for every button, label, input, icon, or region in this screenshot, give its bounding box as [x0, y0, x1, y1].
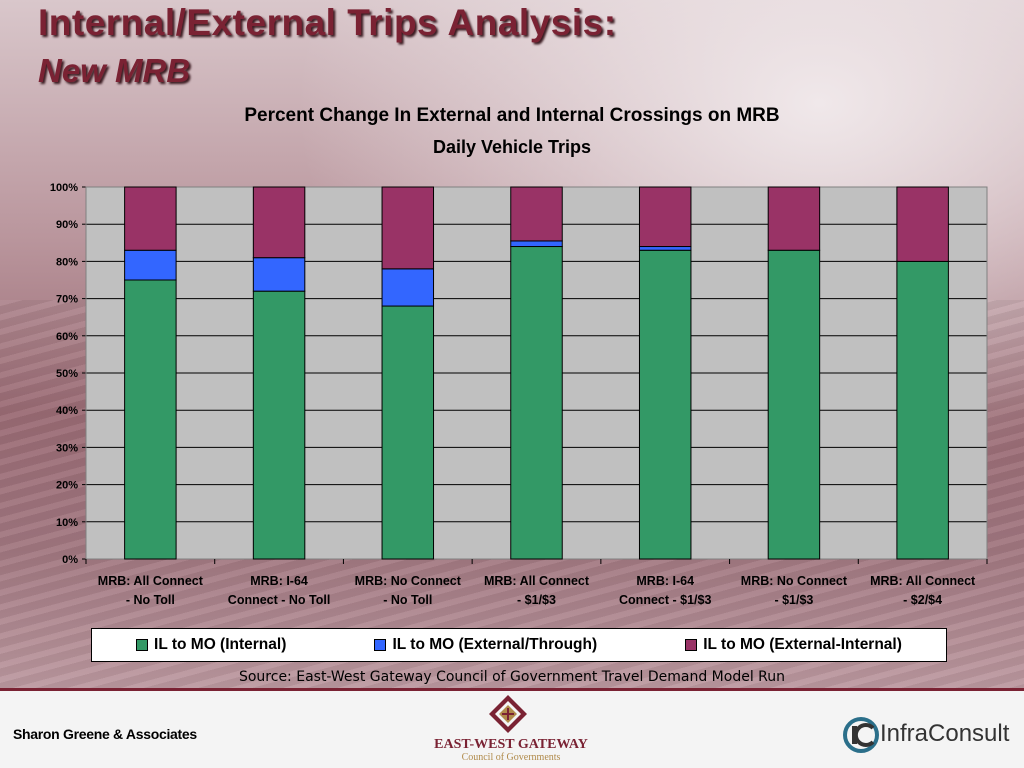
bar-segment-external-through: [124, 249, 177, 281]
y-tick-label: 70%: [56, 294, 78, 306]
bar-segment-internal: [124, 279, 177, 560]
y-tick-label: 90%: [56, 219, 78, 231]
bar-segment-internal: [767, 249, 821, 560]
bar-segment-internal: [381, 305, 435, 560]
x-tick-label: - No Toll: [126, 593, 175, 607]
x-tick-label: - No Toll: [383, 593, 432, 607]
footer-infraconsult-name: InfraConsult: [880, 720, 1010, 747]
infraconsult-logo-icon: [843, 717, 879, 753]
footer-ewg-subtitle: Council of Governments: [461, 752, 561, 763]
x-tick-label: - $2/$4: [903, 593, 942, 607]
legend-item-internal: IL to MO (Internal): [136, 636, 286, 654]
y-tick-label: 10%: [56, 517, 78, 529]
bar-segment-external-internal: [767, 186, 821, 251]
x-tick-label: MRB: I-64: [636, 574, 694, 588]
bar-segment-external-internal: [252, 186, 306, 259]
legend-label-external-internal: IL to MO (External-Internal): [703, 636, 902, 653]
chart-title: Percent Change In External and Internal …: [244, 105, 780, 126]
x-tick-label: MRB: All Connect: [484, 574, 590, 588]
x-tick-label: MRB: All Connect: [98, 574, 204, 588]
bar-segment-external-through: [381, 268, 435, 307]
y-tick-label: 50%: [56, 368, 78, 380]
footer-ewg-name: EAST-WEST GATEWAY: [434, 737, 588, 752]
x-tick-label: MRB: All Connect: [870, 574, 976, 588]
bar-segment-internal: [252, 290, 306, 560]
y-tick-label: 60%: [56, 331, 78, 343]
x-tick-label: - $1/$3: [517, 593, 556, 607]
bar-segment-external-through: [638, 246, 692, 251]
bar-segment-external-through: [252, 257, 306, 292]
bar-segment-external-internal: [638, 186, 692, 248]
legend-label-external-through: IL to MO (External/Through): [392, 636, 598, 653]
x-tick-label: - $1/$3: [774, 593, 813, 607]
y-tick-label: 20%: [56, 480, 78, 492]
bar-segment-external-internal: [124, 186, 177, 251]
y-tick-label: 100%: [50, 182, 78, 194]
bar-segment-external-through: [510, 240, 563, 248]
x-tick-label: Connect - No Toll: [228, 593, 331, 607]
legend-label-internal: IL to MO (Internal): [154, 636, 287, 653]
legend-swatch-external-through: [374, 639, 387, 651]
slide-subtitle: New MRB: [38, 52, 191, 89]
chart-legend: IL to MO (Internal) IL to MO (External/T…: [91, 628, 947, 662]
slide-title: Internal/External Trips Analysis:: [38, 2, 617, 43]
y-tick-label: 80%: [56, 256, 78, 268]
stacked-bar-chart: 0% 10% 20% 30% 40% 50% 60% 70% 80% 90% 100% MRB: Al…: [50, 182, 988, 607]
source-note: Source: East-West Gateway Council of Gov…: [238, 669, 786, 685]
y-tick-label: 30%: [56, 442, 78, 454]
y-tick-label: 0%: [62, 554, 78, 566]
bar-segment-internal: [896, 260, 949, 560]
y-tick-label: 40%: [56, 405, 78, 417]
x-tick-label: MRB: No Connect: [355, 574, 462, 588]
footer-divider: [0, 688, 1024, 691]
legend-item-external-internal: IL to MO (External-Internal): [685, 636, 902, 654]
bar-segment-internal: [510, 246, 563, 560]
bar-segment-external-internal: [896, 186, 949, 262]
chart-subtitle: Daily Vehicle Trips: [432, 137, 592, 157]
legend-swatch-internal: [136, 639, 149, 651]
legend-item-external-through: IL to MO (External/Through): [374, 636, 597, 654]
footer-company-name: Sharon Greene & Associates: [13, 726, 197, 742]
bar-segment-internal: [638, 249, 692, 560]
x-tick-label: MRB: I-64: [250, 574, 308, 588]
ewg-logo-icon: [489, 695, 527, 733]
x-tick-label: Connect - $1/$3: [619, 593, 711, 607]
x-tick-label: MRB: No Connect: [741, 574, 848, 588]
legend-swatch-external-internal: [685, 639, 698, 651]
bar-segment-external-internal: [510, 186, 563, 242]
bar-segment-external-internal: [381, 186, 435, 270]
